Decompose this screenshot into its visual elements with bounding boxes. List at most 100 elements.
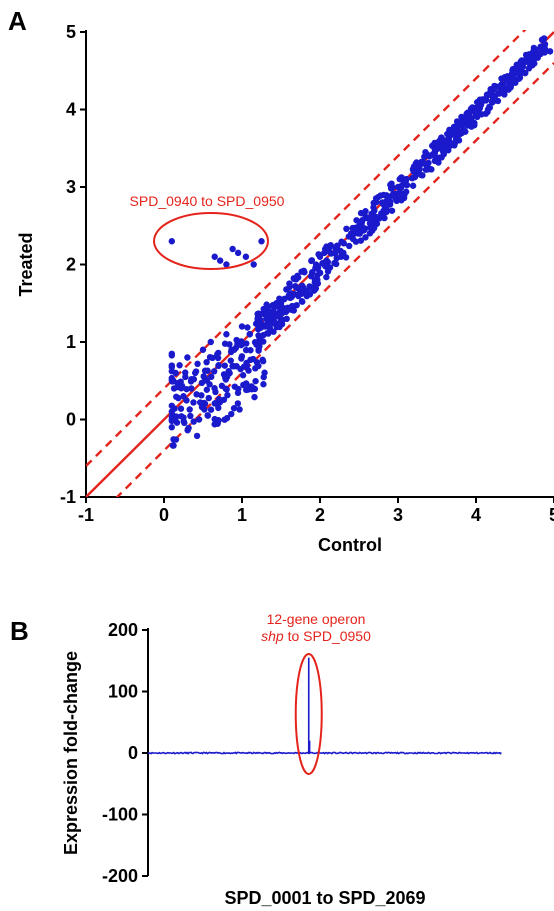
y-tick-label: 3 bbox=[66, 177, 76, 197]
data-point bbox=[426, 152, 433, 160]
data-point bbox=[170, 436, 177, 443]
data-point bbox=[535, 52, 542, 59]
data-point bbox=[311, 279, 318, 286]
data-point bbox=[388, 207, 396, 214]
data-point bbox=[187, 378, 195, 385]
y-tick-label: 100 bbox=[108, 682, 138, 702]
data-point bbox=[177, 405, 185, 412]
data-point bbox=[239, 372, 247, 379]
data-point bbox=[383, 192, 390, 199]
data-point bbox=[400, 194, 408, 202]
data-point bbox=[357, 209, 365, 217]
operon-annotation-italic: shp bbox=[261, 628, 284, 644]
data-point bbox=[546, 48, 554, 55]
data-point bbox=[172, 369, 179, 377]
data-point bbox=[211, 253, 218, 260]
x-tick-label: 5 bbox=[549, 505, 554, 525]
data-point bbox=[482, 97, 490, 104]
operon-annotation-rest: to SPD_0950 bbox=[284, 628, 371, 644]
data-point bbox=[176, 362, 183, 369]
data-point bbox=[457, 121, 464, 129]
data-point bbox=[387, 181, 394, 189]
data-point bbox=[286, 280, 293, 287]
data-point bbox=[259, 356, 266, 364]
data-point bbox=[260, 338, 267, 345]
x-axis-title: SPD_0001 to SPD_2069 bbox=[224, 888, 425, 908]
data-point bbox=[299, 282, 306, 290]
panel-label-b: B bbox=[10, 616, 29, 646]
panel-b-line: -200 -100 0 100 200 Expression fold-change SPD… bbox=[61, 611, 502, 908]
data-point bbox=[229, 245, 236, 253]
data-point bbox=[324, 268, 332, 275]
data-point bbox=[242, 253, 250, 260]
y-tick-label: -1 bbox=[60, 487, 76, 507]
data-point bbox=[541, 40, 549, 48]
data-point bbox=[238, 323, 246, 330]
data-point bbox=[190, 399, 197, 406]
data-point bbox=[255, 362, 262, 370]
data-point bbox=[438, 154, 445, 161]
data-point bbox=[323, 257, 330, 264]
data-point bbox=[303, 289, 311, 296]
data-point bbox=[316, 253, 324, 260]
data-point bbox=[187, 412, 194, 420]
data-point bbox=[231, 346, 238, 353]
data-point bbox=[363, 214, 370, 222]
data-point bbox=[203, 358, 210, 366]
data-point bbox=[431, 152, 439, 160]
data-point bbox=[243, 359, 250, 367]
data-point bbox=[299, 298, 306, 305]
x-tick-label: 3 bbox=[393, 505, 403, 525]
operon-annotation-line1: 12-gene operon bbox=[267, 611, 366, 627]
data-point bbox=[448, 127, 455, 134]
data-point bbox=[238, 353, 246, 360]
data-point bbox=[260, 373, 267, 381]
data-point bbox=[273, 313, 281, 320]
data-point bbox=[434, 144, 441, 152]
data-point bbox=[200, 373, 207, 380]
y-tick-label: -200 bbox=[102, 866, 138, 886]
data-point bbox=[323, 273, 330, 281]
data-point bbox=[242, 380, 250, 387]
panel-label-a: A bbox=[8, 6, 27, 36]
data-point bbox=[178, 413, 185, 420]
data-point bbox=[243, 340, 250, 347]
data-point bbox=[228, 410, 235, 418]
data-point bbox=[283, 286, 290, 293]
y-tick-label: 200 bbox=[108, 620, 138, 640]
data-point bbox=[244, 386, 252, 393]
data-point bbox=[221, 340, 229, 347]
data-point bbox=[419, 159, 426, 167]
data-point bbox=[368, 210, 375, 218]
y-tick-label: 0 bbox=[66, 410, 76, 430]
data-point bbox=[439, 148, 447, 155]
data-point bbox=[402, 177, 410, 184]
data-point bbox=[198, 379, 206, 387]
data-point bbox=[169, 442, 177, 449]
data-point bbox=[223, 331, 230, 338]
x-tick-label: 2 bbox=[315, 505, 325, 525]
data-point bbox=[527, 52, 534, 59]
data-point bbox=[486, 103, 493, 111]
data-point bbox=[506, 83, 514, 90]
data-point bbox=[254, 315, 261, 322]
data-point bbox=[491, 82, 498, 90]
x-tick-label: 1 bbox=[237, 505, 247, 525]
data-point bbox=[227, 357, 234, 364]
data-point bbox=[212, 399, 220, 407]
data-point bbox=[236, 406, 243, 413]
data-point bbox=[372, 195, 380, 202]
data-point bbox=[252, 377, 259, 385]
data-point bbox=[488, 90, 495, 98]
data-point bbox=[177, 378, 184, 385]
data-point bbox=[309, 269, 316, 276]
data-point bbox=[348, 230, 355, 237]
data-point bbox=[170, 377, 177, 384]
data-point bbox=[222, 385, 229, 392]
data-point bbox=[418, 171, 425, 179]
data-point bbox=[396, 175, 403, 183]
data-point bbox=[193, 432, 201, 440]
data-point bbox=[224, 391, 231, 399]
scatter-points bbox=[168, 35, 554, 449]
y-axis-title: Treated bbox=[16, 232, 36, 296]
